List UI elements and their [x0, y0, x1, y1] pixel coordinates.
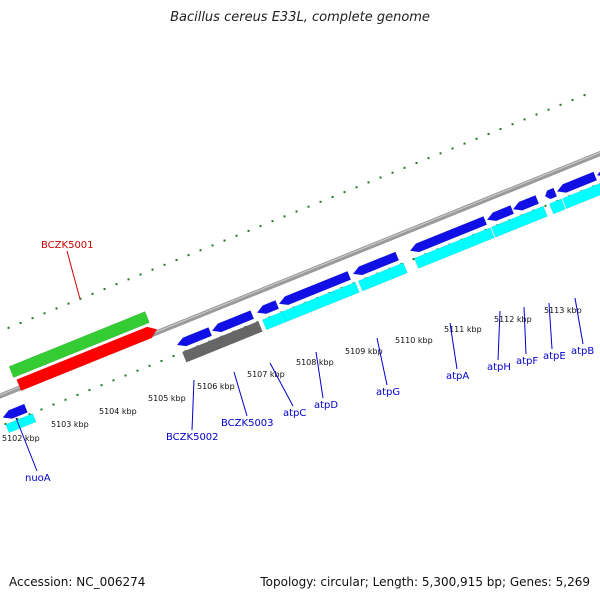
gene-leader-line: [191, 379, 195, 431]
gene-leader-line: [269, 362, 294, 407]
gene-leader-line: [548, 302, 553, 350]
outer-ruler: [7, 94, 586, 329]
gene-label: atpH: [487, 362, 511, 373]
gene-label: atpA: [446, 371, 469, 382]
feature-atpb-rna: [561, 182, 600, 210]
kbp-tick-label: 5102 kbp: [2, 434, 40, 443]
feature-atpa-rna: [413, 227, 495, 269]
feature-track: [2, 171, 600, 434]
gene-leader-line: [315, 351, 324, 399]
gene-label: atpB: [571, 346, 594, 357]
kbp-tick-labels: 5102 kbp 5103 kbp 5104 kbp 5105 kbp 5106 kbp…: [2, 306, 582, 443]
feature-bczk5001-cds: [16, 326, 158, 392]
gene-leader-line: [15, 417, 38, 472]
map-title: Bacillus cereus E33L, complete genome: [170, 10, 430, 25]
gene-leader-line: [376, 337, 388, 386]
gene-leader-line: [449, 322, 458, 370]
kbp-tick-label: 5113 kbp: [544, 306, 582, 315]
kbp-tick-label: 5103 kbp: [51, 420, 89, 429]
feature-bczk5002-cds: [176, 327, 213, 347]
feature-bczk5003-cds: [211, 310, 255, 333]
feature-bczk5003-pseudo: [216, 320, 263, 349]
feature-bczk5001-gene: [8, 311, 150, 378]
feature-atpd-rna: [281, 281, 360, 323]
feature-nuoa-rna: [5, 413, 37, 434]
gene-label: atpD: [314, 400, 338, 411]
kbp-tick-label: 5111 kbp: [444, 325, 482, 334]
kbp-tick-label: 5105 kbp: [148, 394, 186, 403]
gene-label: atpE: [543, 351, 566, 362]
feature-atpg-cds: [352, 251, 400, 276]
feature-atpg-rna: [357, 262, 408, 292]
feature-atpf-cds: [512, 194, 540, 211]
feature-atpc-cds: [256, 300, 280, 315]
kbp-tick-label: 5112 kbp: [494, 315, 532, 324]
gene-leader-line: [497, 310, 501, 361]
gene-label: BCZK5002: [166, 432, 219, 443]
kbp-tick-label: 5106 kbp: [197, 382, 235, 391]
kbp-tick-label: 5110 kbp: [395, 336, 433, 345]
gene-leader-line: [233, 371, 248, 417]
kbp-tick-label: 5109 kbp: [345, 347, 383, 356]
gene-label: BCZK5003: [221, 418, 274, 429]
feature-atpe-rna: [548, 198, 566, 215]
feature-nuoa-cds: [2, 403, 28, 419]
feature-atpc-rna: [261, 311, 287, 331]
feature-atpb-cds: [556, 171, 598, 193]
kbp-tick-label: 5107 kbp: [247, 370, 285, 379]
topology-text: Topology: circular; Length: 5,300,915 bp…: [260, 575, 590, 589]
gene-label: atpG: [376, 387, 400, 398]
accession-text: Accession: NC_006274: [9, 575, 146, 589]
feature-atpd-cds: [278, 270, 352, 306]
gene-label: nuoA: [25, 473, 51, 484]
gene-leader-line: [66, 250, 81, 300]
gene-label: atpF: [516, 356, 538, 367]
feature-atph-cds: [486, 205, 515, 222]
gene-leader-line: [574, 297, 584, 345]
gene-label: atpC: [283, 408, 306, 419]
kbp-tick-label: 5104 kbp: [99, 407, 137, 416]
feature-next-cds: [596, 171, 600, 176]
feature-atph-rna: [490, 205, 548, 238]
kbp-tick-label: 5108 kbp: [296, 358, 334, 367]
feature-atpa-cds: [409, 216, 488, 253]
gene-leader-line: [523, 306, 527, 355]
feature-atpe-cds: [544, 187, 558, 200]
gene-label: BCZK5001: [41, 240, 94, 251]
